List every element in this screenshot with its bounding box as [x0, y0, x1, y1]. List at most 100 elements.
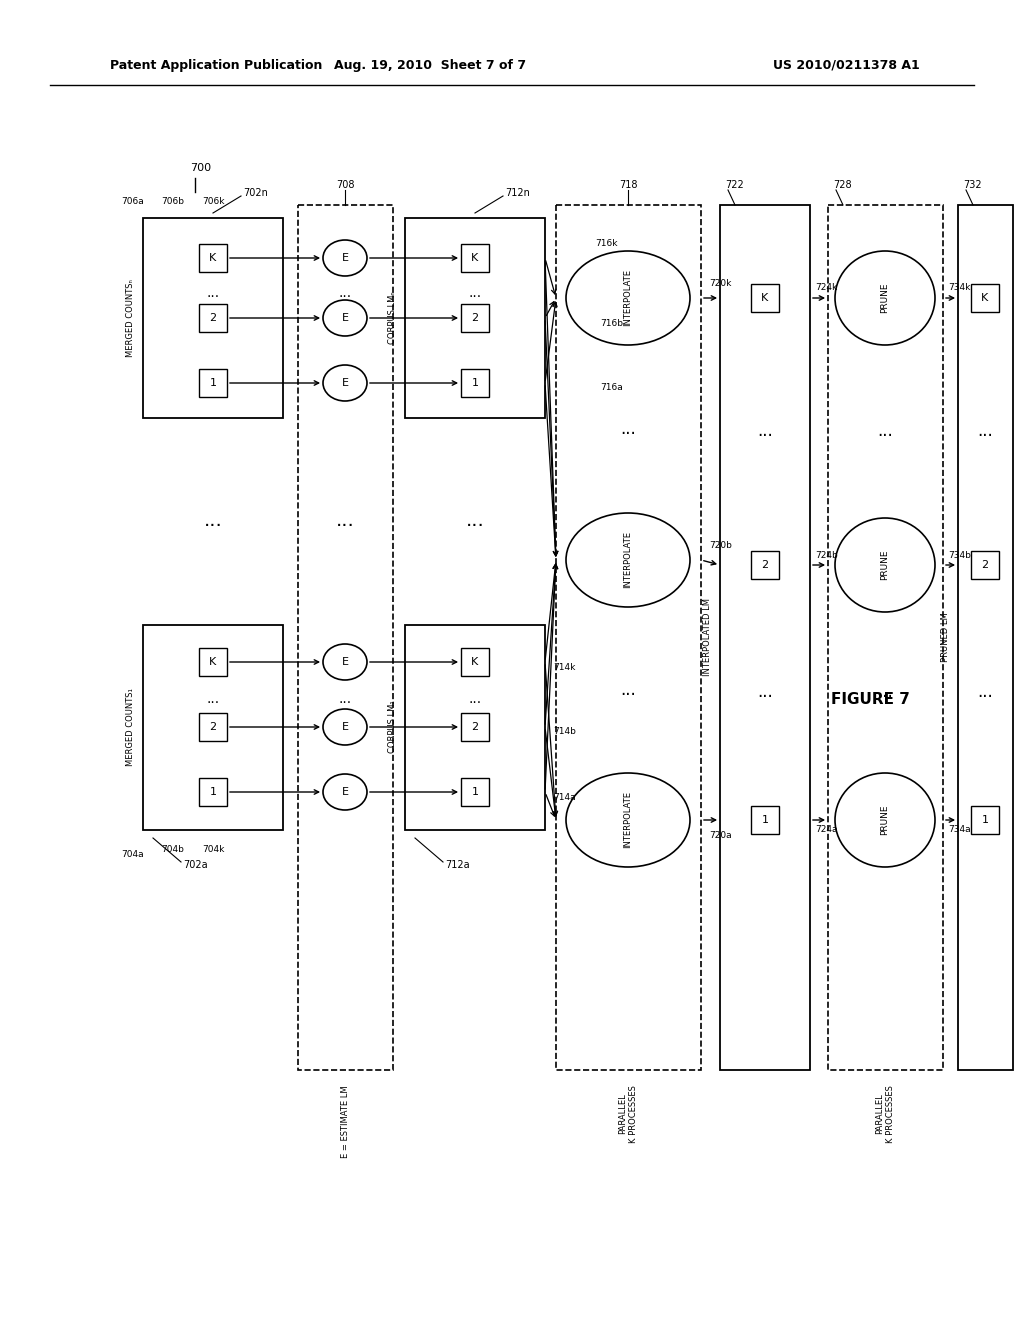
Text: 2: 2 — [981, 560, 988, 570]
Bar — [199, 713, 227, 741]
Text: 1: 1 — [210, 378, 216, 388]
Bar — [556, 205, 701, 1071]
Text: ...: ... — [977, 422, 993, 440]
Text: 716b: 716b — [600, 318, 623, 327]
Text: 2: 2 — [210, 722, 216, 733]
Bar — [406, 218, 545, 418]
Ellipse shape — [566, 513, 690, 607]
Text: 704a: 704a — [122, 850, 144, 859]
Text: PRUNE: PRUNE — [881, 805, 890, 836]
Bar — [199, 244, 227, 272]
Bar — [406, 624, 545, 830]
Text: US 2010/0211378 A1: US 2010/0211378 A1 — [773, 58, 920, 71]
Ellipse shape — [566, 774, 690, 867]
Text: 720k: 720k — [709, 279, 731, 288]
Text: 714a: 714a — [553, 792, 575, 801]
Text: ...: ... — [466, 511, 484, 529]
Text: Aug. 19, 2010  Sheet 7 of 7: Aug. 19, 2010 Sheet 7 of 7 — [334, 58, 526, 71]
Ellipse shape — [566, 251, 690, 345]
Bar — [828, 205, 943, 1071]
Text: CORPUS LM₁: CORPUS LM₁ — [388, 701, 397, 754]
Text: ...: ... — [207, 286, 219, 300]
Text: 706b: 706b — [162, 197, 184, 206]
Text: E: E — [341, 787, 348, 797]
Text: ...: ... — [621, 420, 636, 438]
Text: ...: ... — [339, 286, 351, 300]
Bar — [461, 370, 489, 397]
Bar — [958, 205, 1013, 1071]
Text: INTERPOLATE: INTERPOLATE — [624, 532, 633, 589]
Text: 1: 1 — [981, 814, 988, 825]
Bar — [298, 205, 393, 1071]
Bar — [143, 624, 283, 830]
Text: ...: ... — [878, 682, 893, 701]
Text: 706a: 706a — [122, 197, 144, 206]
Text: 702a: 702a — [183, 861, 208, 870]
Text: 718: 718 — [618, 180, 637, 190]
Text: INTERPOLATE: INTERPOLATE — [624, 269, 633, 326]
Text: PRUNED LM: PRUNED LM — [941, 612, 950, 661]
Text: 1: 1 — [210, 787, 216, 797]
Text: 704b: 704b — [162, 845, 184, 854]
Text: 722: 722 — [725, 180, 743, 190]
Text: Patent Application Publication: Patent Application Publication — [110, 58, 323, 71]
Text: MERGED COUNTS₁: MERGED COUNTS₁ — [126, 688, 135, 766]
Text: 700: 700 — [190, 162, 211, 173]
Text: 1: 1 — [762, 814, 768, 825]
Text: E: E — [341, 253, 348, 263]
Text: 716k: 716k — [595, 239, 617, 248]
Text: ...: ... — [757, 682, 773, 701]
Text: 712n: 712n — [505, 187, 529, 198]
Text: E: E — [341, 722, 348, 733]
Bar — [751, 284, 779, 312]
Bar — [199, 370, 227, 397]
Bar — [199, 304, 227, 333]
Text: PARALLEL
K PROCESSES: PARALLEL K PROCESSES — [618, 1085, 638, 1143]
Text: 2: 2 — [471, 722, 478, 733]
Text: K: K — [981, 293, 988, 304]
Text: K: K — [471, 657, 478, 667]
Ellipse shape — [323, 774, 367, 810]
Ellipse shape — [835, 251, 935, 345]
Text: K: K — [471, 253, 478, 263]
Text: 704k: 704k — [202, 845, 224, 854]
Text: INTERPOLATE: INTERPOLATE — [624, 792, 633, 849]
Ellipse shape — [323, 240, 367, 276]
Text: 734b: 734b — [948, 550, 971, 560]
Text: PARALLEL
K PROCESSES: PARALLEL K PROCESSES — [876, 1085, 895, 1143]
Text: 714b: 714b — [553, 727, 575, 737]
Text: E = ESTIMATE LM: E = ESTIMATE LM — [341, 1085, 349, 1158]
Text: 724a: 724a — [815, 825, 838, 834]
Bar — [199, 777, 227, 807]
Ellipse shape — [323, 644, 367, 680]
Ellipse shape — [323, 709, 367, 744]
Bar — [461, 648, 489, 676]
Text: ...: ... — [336, 511, 354, 529]
Bar — [461, 777, 489, 807]
Bar — [461, 713, 489, 741]
Text: K: K — [762, 293, 769, 304]
Bar — [199, 648, 227, 676]
Bar — [751, 807, 779, 834]
Text: ...: ... — [757, 422, 773, 440]
Text: 720b: 720b — [709, 540, 732, 549]
Text: 734a: 734a — [948, 825, 971, 834]
Text: INTERPOLATED LM: INTERPOLATED LM — [703, 598, 712, 676]
Text: 720a: 720a — [709, 830, 731, 840]
Text: 702n: 702n — [243, 187, 268, 198]
Ellipse shape — [323, 300, 367, 337]
Bar — [461, 244, 489, 272]
Text: ...: ... — [977, 682, 993, 701]
Text: 1: 1 — [471, 378, 478, 388]
Text: K: K — [209, 253, 217, 263]
Text: 734k: 734k — [948, 284, 971, 293]
Text: K: K — [209, 657, 217, 667]
Text: 2: 2 — [762, 560, 769, 570]
Text: FIGURE 7: FIGURE 7 — [830, 693, 909, 708]
Text: 732: 732 — [963, 180, 982, 190]
Ellipse shape — [835, 774, 935, 867]
Bar — [461, 304, 489, 333]
Text: 714k: 714k — [553, 663, 575, 672]
Text: 2: 2 — [471, 313, 478, 323]
Bar — [720, 205, 810, 1071]
